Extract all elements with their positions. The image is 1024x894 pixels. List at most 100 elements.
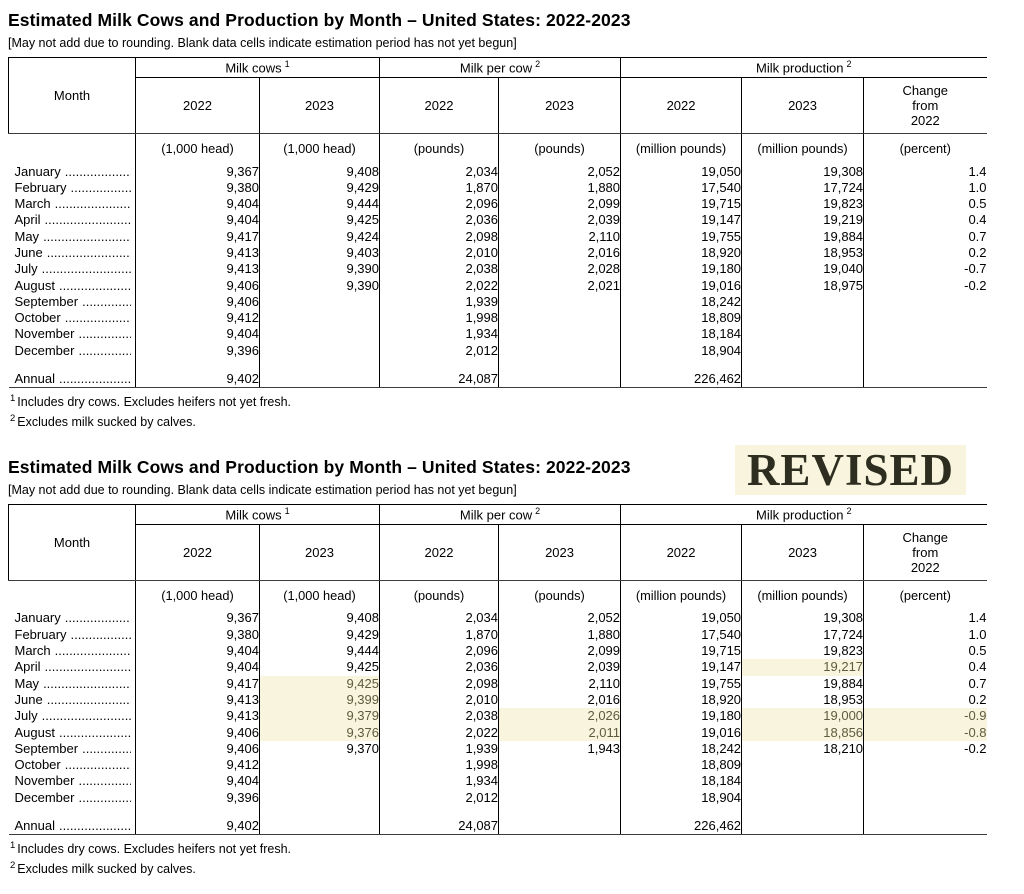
- value-cell: 1,998: [379, 310, 499, 327]
- footnote-marker: 1: [10, 393, 16, 405]
- value-cell: [863, 293, 987, 311]
- value-cell: 2,010: [379, 691, 499, 709]
- value-cell: 9,367: [135, 163, 260, 180]
- table-row: November 9,404 1,934 18,184: [9, 326, 987, 343]
- value-cell: [498, 789, 621, 806]
- year-header: 2022: [135, 77, 260, 134]
- value-cell: 19,016: [620, 724, 742, 741]
- value-cell: 2,052: [498, 610, 621, 627]
- table-row: October 9,412 1,998 18,809: [9, 757, 987, 774]
- value-cell: 18,184: [620, 773, 742, 790]
- value-cell: [258, 757, 380, 774]
- change-from-header: Change from 2022: [863, 77, 987, 134]
- value-cell: 9,417: [135, 675, 260, 692]
- value-cell: [863, 359, 987, 372]
- month-units-cell: [9, 580, 136, 610]
- month-label: June: [14, 691, 43, 707]
- dot-leader: [55, 643, 131, 659]
- value-cell: 9,404: [135, 773, 260, 790]
- value-cell: 2,098: [379, 228, 499, 245]
- value-cell: 226,462: [620, 371, 742, 389]
- value-cell: 9,390: [258, 277, 380, 294]
- value-cell: 9,406: [135, 740, 260, 758]
- rounding-note-revised: [May not add due to rounding. Blank data…: [8, 482, 517, 497]
- year-header: 2023: [741, 77, 864, 134]
- year-header: 2022: [620, 524, 742, 581]
- value-cell: 2,052: [498, 163, 621, 180]
- dot-leader: [47, 692, 131, 708]
- table-row: February 9,3809,4291,8701,88017,54017,724…: [9, 179, 987, 197]
- month-label: January: [14, 610, 61, 626]
- value-cell: 9,406: [135, 724, 260, 741]
- footnote-marker: 2: [535, 59, 541, 70]
- value-cell: 0.5: [863, 643, 987, 660]
- group-label: Milk cows: [225, 507, 282, 523]
- value-cell: 17,540: [620, 626, 742, 644]
- group-label: Milk per cow: [459, 60, 533, 76]
- value-cell: 18,809: [620, 757, 742, 774]
- value-cell: -0.9: [863, 708, 987, 725]
- table-row: January 9,3679,4082,0342,05219,05019,3081…: [9, 163, 987, 180]
- change-from-header: Change from 2022: [863, 524, 987, 581]
- dot-leader: [59, 371, 131, 387]
- footnotes-revised: 1 Includes dry cows. Excludes heifers not…: [10, 839, 1024, 878]
- value-cell: 1,943: [498, 740, 621, 758]
- group-header-row: Month Milk cows 1 Milk per cow 2 Milk prod…: [8, 503, 987, 581]
- dot-leader: [55, 196, 131, 212]
- month-cell: November: [9, 326, 136, 342]
- value-cell: [379, 359, 499, 372]
- table-row: February 9,3809,4291,8701,88017,54017,724…: [9, 626, 987, 644]
- table-row: September 9,406 1,939 18,242: [9, 293, 987, 311]
- group-header-row: Month Milk cows 1 Milk per cow 2 Milk prod…: [8, 57, 987, 134]
- value-cell: 19,180: [620, 708, 742, 725]
- report-original: Estimated Milk Cows and Production by Mo…: [8, 10, 1024, 431]
- year-header: 2023: [498, 77, 621, 134]
- dot-leader: [65, 610, 131, 626]
- value-cell: 1.0: [863, 179, 987, 197]
- value-cell: [258, 789, 380, 806]
- footnotes-original: 1 Includes dry cows. Excludes heifers not…: [10, 392, 1024, 431]
- value-cell: 9,425: [258, 675, 380, 692]
- value-cell: 9,402: [135, 817, 260, 836]
- table-body-original: January9,3679,4082,0342,05219,05019,3081…: [8, 163, 987, 389]
- value-cell: [498, 326, 621, 343]
- month-label: Annual: [14, 371, 55, 387]
- value-cell: 2,034: [379, 610, 499, 627]
- value-cell: [741, 817, 864, 836]
- value-cell: [498, 757, 621, 774]
- footnote-text: Excludes milk sucked by calves.: [17, 861, 196, 876]
- dot-leader: [78, 773, 131, 789]
- dot-leader: [45, 212, 131, 228]
- page-title: Estimated Milk Cows and Production by Mo…: [8, 10, 631, 30]
- value-cell: [258, 310, 380, 327]
- value-cell: 17,540: [620, 179, 742, 197]
- footnote-marker: 2: [846, 506, 852, 517]
- month-cell: December: [9, 790, 136, 806]
- month-cell: May: [9, 229, 136, 245]
- value-cell: 19,000: [741, 708, 864, 725]
- value-cell: 9,413: [135, 261, 260, 278]
- dot-leader: [42, 708, 131, 724]
- month-label: April: [14, 659, 41, 675]
- table-row: October 9,412 1,998 18,809: [9, 310, 987, 327]
- value-cell: [863, 805, 987, 818]
- month-column-header: Month: [8, 57, 136, 134]
- dot-leader: [82, 741, 131, 757]
- dot-leader: [78, 326, 131, 342]
- value-cell: 9,404: [135, 659, 260, 676]
- month-cell: December: [9, 343, 136, 359]
- milk-production-group-header: Milk production 2: [620, 503, 987, 525]
- value-cell: 2,022: [379, 277, 499, 294]
- value-cell: -0.8: [863, 724, 987, 741]
- milk-production-group-header: Milk production 2: [620, 57, 987, 78]
- value-cell: [741, 789, 864, 806]
- value-cell: 9,408: [258, 163, 380, 180]
- value-cell: 2,016: [498, 244, 621, 262]
- month-label: May: [14, 228, 40, 244]
- report-revised: Estimated Milk Cows and Production by Mo…: [8, 444, 1024, 878]
- dot-leader: [45, 659, 131, 675]
- footnote-marker: 2: [10, 412, 16, 424]
